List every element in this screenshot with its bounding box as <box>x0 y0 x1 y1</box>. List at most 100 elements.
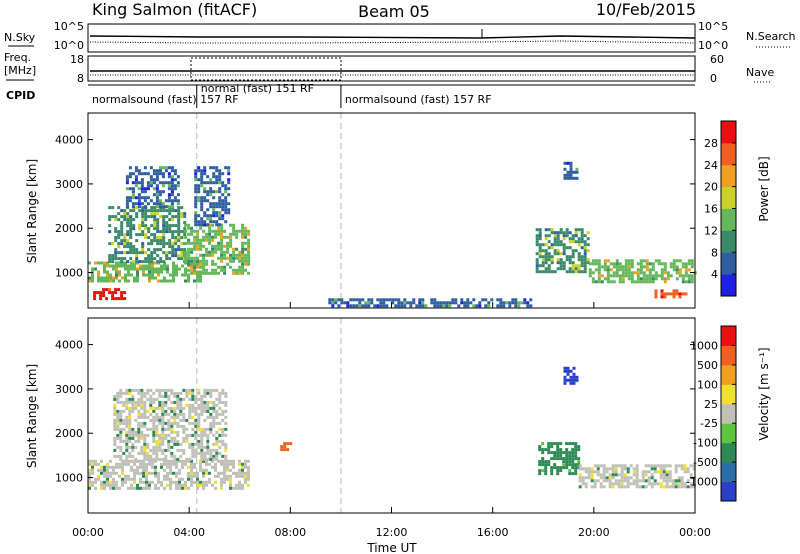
range-cell <box>203 451 207 455</box>
range-cell <box>111 215 115 219</box>
range-cell <box>126 215 130 219</box>
range-cell <box>174 248 178 252</box>
range-cell <box>572 381 576 385</box>
range-cell <box>106 261 109 265</box>
range-cell <box>209 187 213 191</box>
range-cell <box>206 388 210 392</box>
range-cell <box>164 433 168 437</box>
range-cell <box>331 301 335 305</box>
range-cell <box>218 412 222 416</box>
range-cell <box>172 273 175 277</box>
range-cell <box>159 230 163 234</box>
range-cell <box>127 459 130 463</box>
range-cell <box>130 483 133 487</box>
range-cell <box>155 412 159 416</box>
range-cell <box>194 433 198 437</box>
range-cell <box>122 451 126 455</box>
range-cell <box>215 178 219 182</box>
range-cell <box>689 485 693 489</box>
range-cell <box>106 264 109 268</box>
range-cell <box>665 473 669 477</box>
range-cell <box>209 415 213 419</box>
range-cell <box>172 270 175 274</box>
range-cell <box>220 268 224 272</box>
range-cell <box>190 229 194 233</box>
range-cell <box>165 254 169 258</box>
range-cell <box>448 304 452 308</box>
range-cell <box>218 421 222 425</box>
range-cell <box>152 406 156 410</box>
range-cell <box>131 388 135 392</box>
range-cell <box>173 418 177 422</box>
range-cell <box>559 240 563 244</box>
range-cell <box>221 172 225 176</box>
range-cell <box>645 274 649 278</box>
range-cell <box>113 448 117 452</box>
range-cell <box>583 234 587 238</box>
range-cell <box>170 439 174 443</box>
range-cell <box>214 486 217 490</box>
range-cell <box>569 173 573 177</box>
range-cell <box>574 472 578 476</box>
range-cell <box>651 280 655 284</box>
range-cell <box>164 199 168 203</box>
range-cell <box>662 476 666 480</box>
range-cell <box>175 270 178 274</box>
range-cell <box>677 482 681 486</box>
range-cell <box>111 254 115 258</box>
range-cell <box>97 261 100 265</box>
range-cell <box>568 460 572 464</box>
range-cell <box>91 459 94 463</box>
range-cell <box>590 476 594 480</box>
range-cell <box>238 265 242 269</box>
range-cell <box>176 394 180 398</box>
range-cell <box>478 301 482 305</box>
range-cell <box>623 479 627 483</box>
range-cell <box>221 388 225 392</box>
range-cell <box>116 421 120 425</box>
range-cell <box>221 427 225 431</box>
range-cell <box>538 246 542 250</box>
range-cell <box>118 261 121 265</box>
range-cell <box>535 270 539 274</box>
range-cell <box>203 445 207 449</box>
range-cell <box>232 462 235 466</box>
range-cell <box>197 196 201 200</box>
range-cell <box>162 209 166 213</box>
range-cell <box>680 467 684 471</box>
range-cell <box>481 298 485 302</box>
range-cell <box>645 280 649 284</box>
range-cell <box>621 268 625 272</box>
range-cell <box>152 202 156 206</box>
range-cell <box>161 409 165 413</box>
range-cell <box>180 212 184 216</box>
range-cell <box>218 217 222 221</box>
range-cell <box>178 471 181 475</box>
range-cell <box>553 451 557 455</box>
range-cell <box>630 271 634 275</box>
range-cell <box>224 442 228 446</box>
range-cell <box>147 236 151 240</box>
range-cell <box>215 190 219 194</box>
range-cell <box>125 454 129 458</box>
range-cell <box>178 483 181 487</box>
range-cell <box>187 471 190 475</box>
range-cell <box>683 485 687 489</box>
range-cell <box>223 480 226 484</box>
range-cell <box>571 234 575 238</box>
range-cell <box>593 479 597 483</box>
range-cell <box>379 304 383 308</box>
range-cell <box>668 485 672 489</box>
range-cell <box>114 230 118 234</box>
range-cell <box>202 238 206 242</box>
range-cell <box>220 486 223 490</box>
range-cell <box>212 406 216 410</box>
range-cell <box>244 235 248 239</box>
range-cell <box>172 264 175 268</box>
range-cell <box>94 459 97 463</box>
range-cell <box>572 176 576 180</box>
range-cell <box>674 482 678 486</box>
range-cell <box>123 215 127 219</box>
y-tick-label: 4000 <box>55 339 83 352</box>
